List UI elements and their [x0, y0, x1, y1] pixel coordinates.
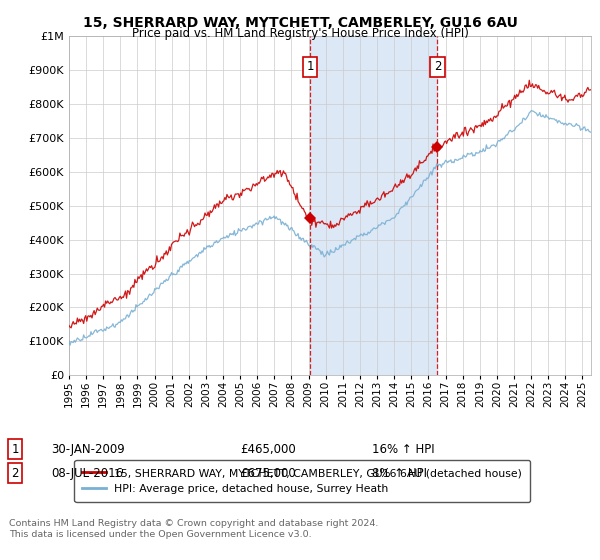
Text: £675,000: £675,000 — [240, 466, 296, 480]
Text: 1: 1 — [306, 60, 314, 73]
Text: 08-JUL-2016: 08-JUL-2016 — [51, 466, 123, 480]
Text: 30-JAN-2009: 30-JAN-2009 — [51, 442, 125, 456]
Text: 2: 2 — [11, 466, 19, 480]
Legend: 15, SHERRARD WAY, MYTCHETT, CAMBERLEY, GU16 6AU (detached house), HPI: Average p: 15, SHERRARD WAY, MYTCHETT, CAMBERLEY, G… — [74, 460, 530, 502]
Text: £465,000: £465,000 — [240, 442, 296, 456]
Text: 16% ↑ HPI: 16% ↑ HPI — [372, 442, 434, 456]
Text: 15, SHERRARD WAY, MYTCHETT, CAMBERLEY, GU16 6AU: 15, SHERRARD WAY, MYTCHETT, CAMBERLEY, G… — [83, 16, 517, 30]
Text: Contains HM Land Registry data © Crown copyright and database right 2024.
This d: Contains HM Land Registry data © Crown c… — [9, 520, 379, 539]
Bar — [310, 36, 437, 375]
Text: 2: 2 — [434, 60, 441, 73]
Text: Price paid vs. HM Land Registry's House Price Index (HPI): Price paid vs. HM Land Registry's House … — [131, 27, 469, 40]
Text: 1: 1 — [11, 442, 19, 456]
Text: 8% ↑ HPI: 8% ↑ HPI — [372, 466, 427, 480]
